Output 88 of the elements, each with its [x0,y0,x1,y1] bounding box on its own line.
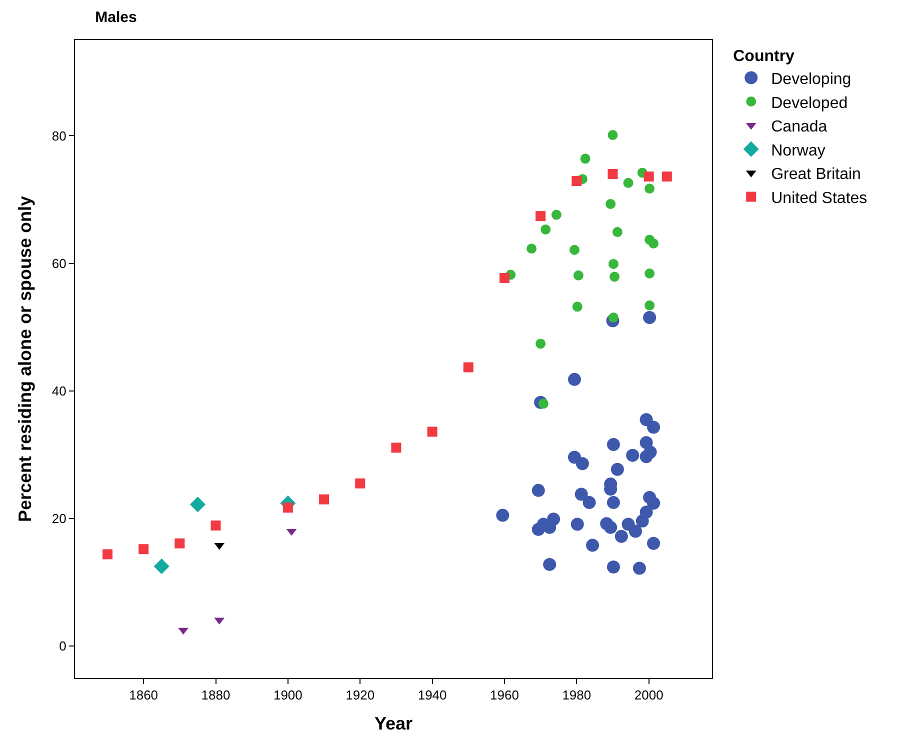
point [662,172,672,182]
point [463,362,474,372]
point [580,154,590,164]
x-tick-label: 1980 [562,688,592,703]
point [626,448,640,462]
point [606,198,616,209]
point [573,270,584,280]
point [391,442,402,453]
point [572,176,582,186]
point [526,244,537,254]
x-tick-label: 1960 [490,688,519,703]
point [540,224,551,234]
point [427,426,438,437]
point [623,178,634,188]
point [102,549,112,560]
x-tick-label: 1880 [201,688,230,703]
y-tick-label: 80 [52,128,66,144]
legend-label: Developing [771,70,852,88]
y-tick-label: 0 [59,638,66,654]
point [644,268,655,279]
point [178,628,188,635]
point [614,530,628,543]
point [608,258,618,269]
point [647,420,660,434]
point [568,372,581,386]
point [538,398,548,409]
x-tick-label: 1860 [129,688,158,703]
point [647,536,660,550]
point [612,227,622,238]
point [496,508,510,522]
point [536,338,546,349]
point [640,413,653,426]
point [572,302,582,312]
point [190,496,206,512]
legend-label: Canada [771,118,828,136]
chart-title: Males [95,8,137,26]
point [604,520,618,534]
point [543,558,556,571]
point [643,311,656,324]
point [628,524,642,538]
y-axis-title: Percent residing alone or spouse only [15,196,36,522]
point [586,538,600,552]
point [355,478,366,488]
point [536,211,546,222]
point [532,484,545,497]
point [551,210,562,220]
point [610,272,620,282]
point [174,538,185,548]
point [532,522,545,536]
legend-label: Norway [771,142,826,160]
point [608,168,618,179]
point [608,312,618,323]
point [608,130,618,140]
x-tick-label: 1940 [418,688,447,703]
point [210,520,221,531]
point [138,544,149,554]
point [574,488,588,501]
point [606,496,620,510]
point [569,244,580,255]
point [610,462,624,476]
y-tick-label: 20 [52,511,66,526]
point [499,272,510,283]
legend-title: Country [733,48,795,65]
point [282,502,293,513]
point [154,558,170,574]
point [319,494,330,504]
y-tick-label: 60 [52,256,66,271]
point [648,238,659,249]
point [606,560,620,574]
x-tick-label: 1920 [346,688,375,703]
point [636,514,649,528]
point [644,172,654,182]
point [576,457,589,470]
point [606,438,620,451]
y-tick-label: 40 [52,383,66,398]
point [570,518,584,531]
point [647,496,660,510]
legend-label: Great Britain [771,166,861,184]
x-axis-title: Year [374,714,413,734]
x-tick-label: 1900 [273,688,302,703]
legend-label: Developed [771,94,848,112]
legend-label: United States [771,190,868,207]
point [644,446,657,459]
point [632,562,646,575]
point [582,496,596,510]
point [644,300,655,310]
point [644,184,655,194]
x-tick-label: 2000 [634,688,664,703]
